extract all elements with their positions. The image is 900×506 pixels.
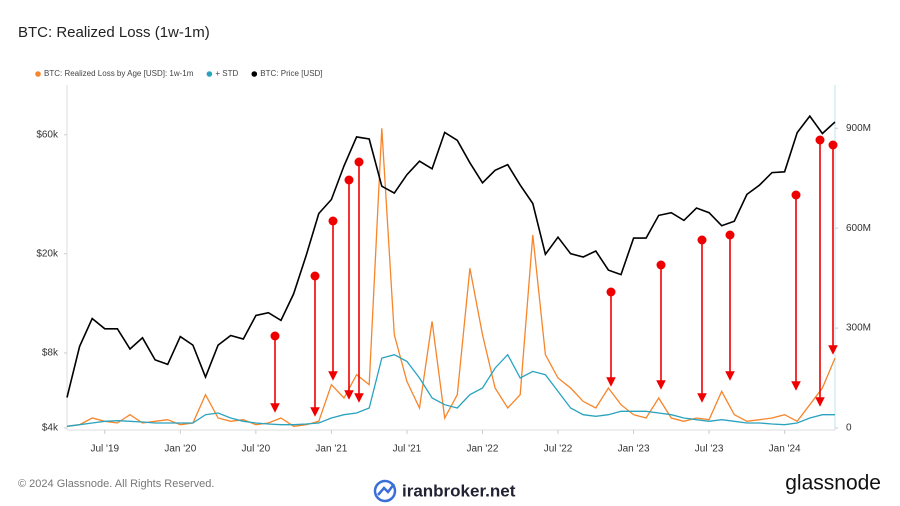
y-tick-label: $4k — [42, 423, 59, 434]
series-line — [66, 353, 835, 427]
legend-swatch — [206, 71, 213, 77]
copyright: © 2024 Glassnode. All Rights Reserved. — [18, 478, 214, 490]
legend-label: BTC: Price [USD] — [260, 69, 322, 78]
y2-tick-label: 900M — [846, 123, 871, 134]
x-tick-label: Jan '22 — [467, 444, 499, 455]
legend: BTC: Realized Loss by Age [USD]: 1w-1m + … — [35, 69, 323, 78]
y-tick-label: $60k — [36, 129, 59, 140]
x-tick-label: Jul '21 — [393, 444, 422, 455]
watermark: iranbroker.net — [402, 481, 516, 500]
watermark-logo — [373, 479, 397, 503]
legend-label: BTC: Realized Loss by Age [USD]: 1w-1m — [44, 69, 194, 78]
y2-tick-label: 0 — [846, 423, 852, 434]
x-tick-label: Jan '20 — [164, 444, 196, 455]
chart-title: BTC: Realized Loss (1w-1m) — [18, 24, 210, 41]
x-tick-label: Jul '20 — [242, 444, 271, 455]
series-line — [66, 114, 836, 398]
y-tick-label: $20k — [36, 248, 59, 259]
x-tick-label: Jul '22 — [544, 444, 573, 455]
arrow-lines — [270, 140, 838, 417]
arrow-dots — [270, 135, 838, 341]
plot-area: $4k $8k $20k $60k 0 300M 600M 900M Jul '19 Jan '2… — [36, 114, 871, 455]
x-tick-label: Jul '23 — [695, 444, 724, 455]
y-tick-label: $8k — [42, 348, 59, 359]
x-tick-label: Jul '19 — [90, 444, 119, 455]
x-tick-label: Jan '23 — [618, 444, 650, 455]
legend-swatch — [35, 71, 41, 77]
brand-logo: glassnode — [785, 472, 881, 495]
legend-label: + STD — [215, 69, 238, 78]
x-tick-label: Jan '21 — [315, 444, 347, 455]
annotations — [270, 135, 838, 417]
legend-swatch — [251, 71, 258, 77]
x-tick-label: Jan '24 — [769, 444, 801, 455]
series-line — [66, 128, 836, 427]
y2-tick-label: 300M — [846, 323, 871, 334]
y2-tick-label: 600M — [846, 223, 871, 234]
